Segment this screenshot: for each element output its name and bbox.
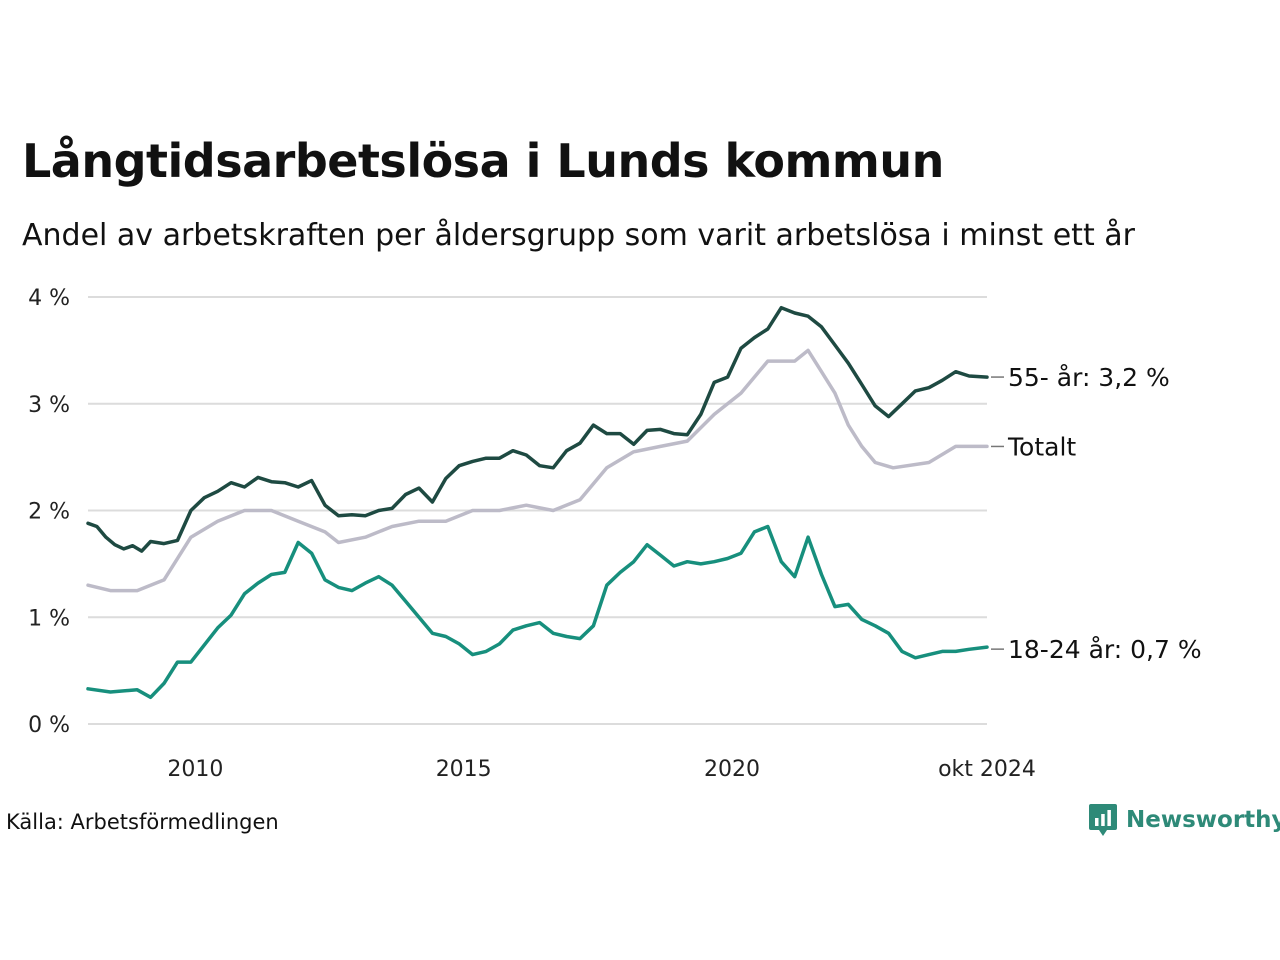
series-label-total: Totalt bbox=[1007, 432, 1076, 461]
series-label-young: 18-24 år: 0,7 % bbox=[1008, 635, 1202, 664]
y-tick-label: 3 % bbox=[28, 393, 70, 418]
x-tick-label: 2020 bbox=[704, 757, 760, 782]
series-line-total bbox=[86, 348, 989, 593]
y-tick-label: 4 % bbox=[28, 286, 70, 311]
chart-subtitle: Andel av arbetskraften per åldersgrupp s… bbox=[22, 218, 1135, 253]
chart-title: Långtidsarbetslösa i Lunds kommun bbox=[22, 134, 944, 188]
series-label-older: 55- år: 3,2 % bbox=[1008, 363, 1170, 392]
y-tick-label: 1 % bbox=[28, 606, 70, 631]
bar-chart-icon bbox=[1089, 804, 1117, 836]
source-note: Källa: Arbetsförmedlingen bbox=[6, 810, 279, 834]
brand-name: Newsworthy bbox=[1126, 807, 1280, 833]
x-tick-label: 2015 bbox=[436, 757, 492, 782]
series-line-older bbox=[86, 305, 989, 553]
x-tick-label: 2010 bbox=[167, 757, 223, 782]
y-tick-label: 0 % bbox=[28, 713, 70, 738]
y-tick-label: 2 % bbox=[28, 500, 70, 525]
series-line-young bbox=[86, 524, 989, 700]
x-tick-label: okt 2024 bbox=[938, 757, 1036, 782]
line-chart: 0 % 1 % 2 % 3 % 4 % 2010 2015 2020 okt 2024 Tot… bbox=[28, 286, 1202, 782]
newsworthy-logo: Newsworthy bbox=[1088, 803, 1280, 837]
